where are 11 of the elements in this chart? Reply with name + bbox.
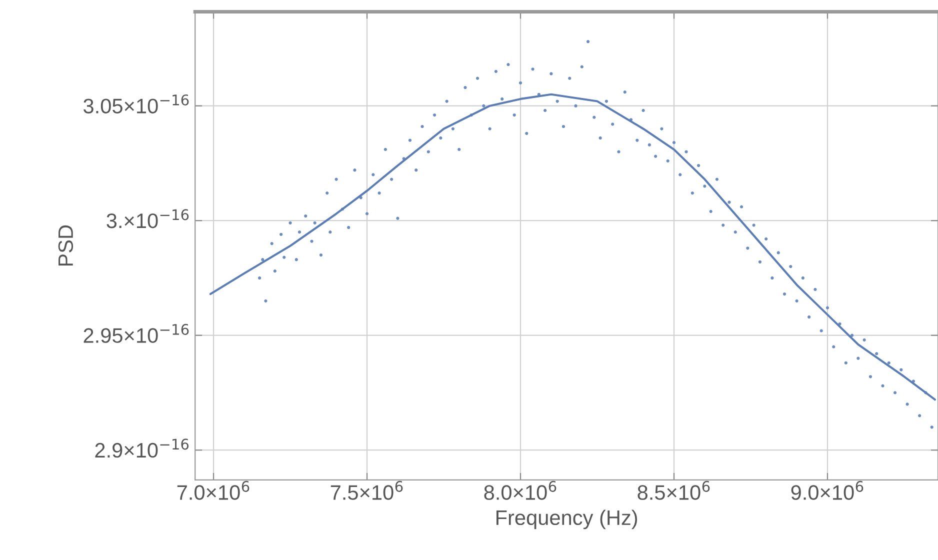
y-tick-label: 2.9×10$^{−16}$	[95, 438, 189, 458]
x-tick-label: 7.0×10$^{6}$	[177, 480, 250, 500]
y-tick-label: 3.×10$^{−16}$	[106, 209, 189, 228]
x-tick-label: 7.5×10$^{6}$	[330, 480, 403, 500]
x-tick-label: 8.5×10$^{6}$	[638, 480, 710, 500]
x-axis-title: Frequency (Hz)	[496, 510, 638, 530]
y-axis-title: PSD	[58, 225, 74, 266]
y-tick-label: 3.05×10$^{−16}$	[84, 94, 189, 114]
x-tick-label: 9.0×10$^{6}$	[791, 480, 864, 500]
y-tick-label: 2.95×10$^{−16}$	[84, 324, 189, 343]
x-tick-label: 8.0×10$^{6}$	[484, 480, 556, 500]
